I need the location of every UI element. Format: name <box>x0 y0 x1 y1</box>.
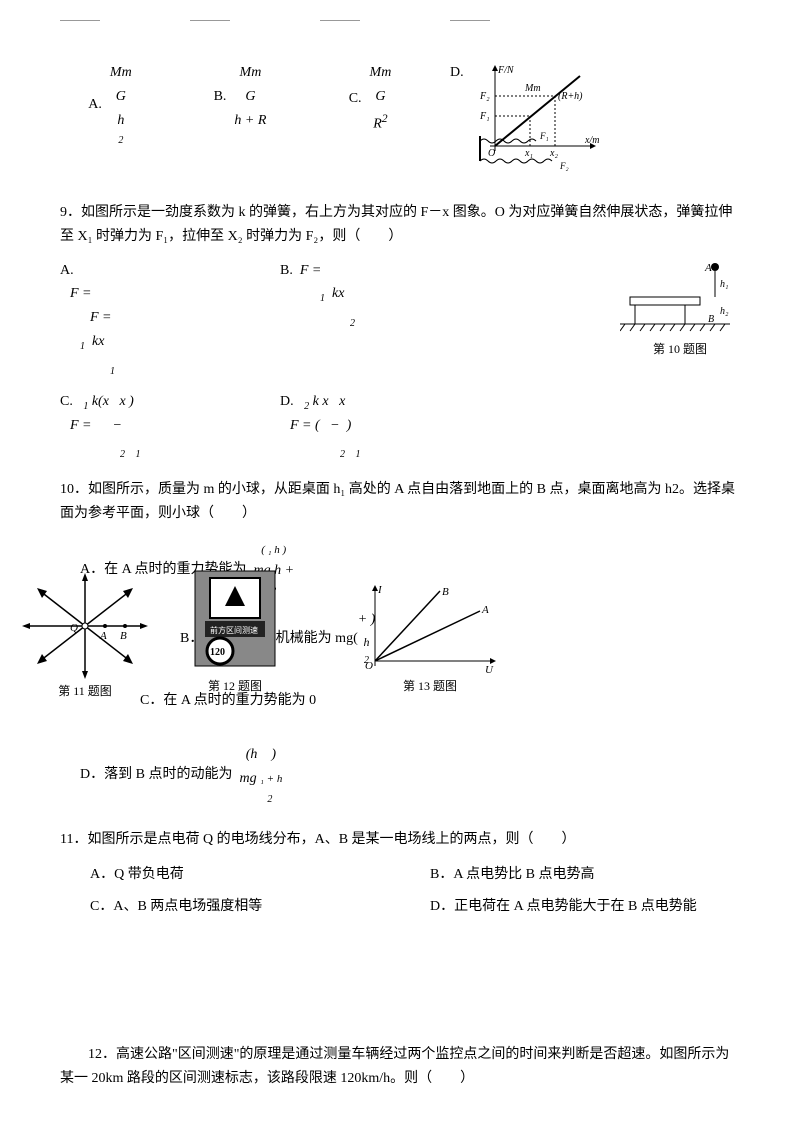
q12-text: 12．高速公路"区间测速"的原理是通过测量车辆经过两个监控点之间的时间来判断是否… <box>60 1043 740 1091</box>
svg-text:(R+h): (R+h) <box>558 91 583 102</box>
svg-text:U: U <box>485 664 494 676</box>
svg-text:F₁: F₁ <box>539 131 549 141</box>
q11-figure: Q A B 第 11 题图 <box>20 571 150 701</box>
q9-option-c: C. 1 k(x x ) F = − 2 1 <box>60 390 240 463</box>
q11-text: 11．如图所示是点电荷 Q 的电场线分布，A、B 是某一电场线上的两点，则（ ） <box>60 828 740 852</box>
svg-text:120: 120 <box>210 647 225 658</box>
svg-text:B: B <box>708 314 714 325</box>
svg-text:F₂: F₂ <box>479 91 490 102</box>
svg-text:Mm: Mm <box>524 83 541 94</box>
q11-option-c: C．A、B 两点电场强度相等 <box>60 891 400 923</box>
q11-option-b: B．A 点电势比 B 点电势高 <box>400 859 740 891</box>
q8-figure: F/N F₂ F₁ Mm (R+h) x/m x₁ x₂ O F₁ F₂ <box>470 61 600 171</box>
svg-text:O: O <box>365 660 373 672</box>
q11-options: A．Q 带负电荷 B．A 点电势比 B 点电势高 C．A、B 两点电场强度相等 … <box>60 859 740 923</box>
q9-text: 9．如图所示是一劲度系数为 k 的弹簧，右上方为其对应的 F－x 图象。O 为对… <box>60 201 740 249</box>
svg-text:F₁: F₁ <box>479 111 490 122</box>
svg-text:B: B <box>120 630 127 642</box>
q9-option-b: B. F = 1 kx 2 <box>280 259 460 380</box>
q8-option-c: C. Mm G R2 <box>320 61 420 136</box>
q12-figure: 前方区间测速 120 第 12 题图 <box>190 566 280 696</box>
q10-text: 10．如图所示，质量为 m 的小球，从距桌面 h₁ 高处的 A 点自由落到地面上… <box>60 478 740 526</box>
svg-text:h₁: h₁ <box>720 279 728 290</box>
q13-figure: I B A O U 第 13 题图 <box>360 581 500 696</box>
svg-text:A: A <box>704 262 712 274</box>
header-rules <box>60 20 740 21</box>
svg-text:O: O <box>488 148 495 159</box>
svg-text:x/m: x/m <box>584 135 599 146</box>
q11-option-a: A．Q 带负电荷 <box>60 859 400 891</box>
svg-text:h₂: h₂ <box>720 306 729 317</box>
svg-text:x₂: x₂ <box>549 148 558 159</box>
svg-text:A: A <box>481 604 489 616</box>
svg-text:x₁: x₁ <box>524 148 533 159</box>
q8-options: A. Mm G h 2 B. Mm G h + R C. Mm G R2 <box>60 61 740 171</box>
svg-text:B: B <box>442 586 449 598</box>
svg-text:A: A <box>99 630 107 642</box>
option-label: C. <box>349 87 362 111</box>
svg-text:F₂: F₂ <box>559 161 569 171</box>
q10-option-d: D．落到 B 点时的动能为 (h ) mg ₁ + h 2 <box>80 743 740 808</box>
option-label: D. <box>450 61 464 85</box>
option-label: A. <box>88 93 102 117</box>
svg-text:Q: Q <box>70 622 78 634</box>
svg-text:F/N: F/N <box>497 65 515 76</box>
q11-option-d: D．正电荷在 A 点电势能大于在 B 点电势能 <box>400 891 740 923</box>
q8-option-a: A. Mm G h 2 <box>60 61 160 149</box>
q9-option-a: A. F = F = 1 kx 1 <box>60 259 240 380</box>
q10-figure: A h₁ h₂ B 第 10 题图 <box>620 259 740 359</box>
q8-option-b: B. Mm G h + R <box>190 61 290 132</box>
svg-text:I: I <box>377 584 383 596</box>
option-label: B. <box>214 85 227 109</box>
q9-options-cd: C. 1 k(x x ) F = − 2 1 D. 2 k x x F = ( … <box>60 390 740 463</box>
svg-text:前方区间测速: 前方区间测速 <box>210 625 258 635</box>
q9-option-d: D. 2 k x x F = ( − ) 2 1 <box>280 390 460 463</box>
q8-option-d: D. F/N F₂ F₁ Mm (R+h) x/m x₁ x₂ O F₁ F₂ <box>450 61 600 171</box>
